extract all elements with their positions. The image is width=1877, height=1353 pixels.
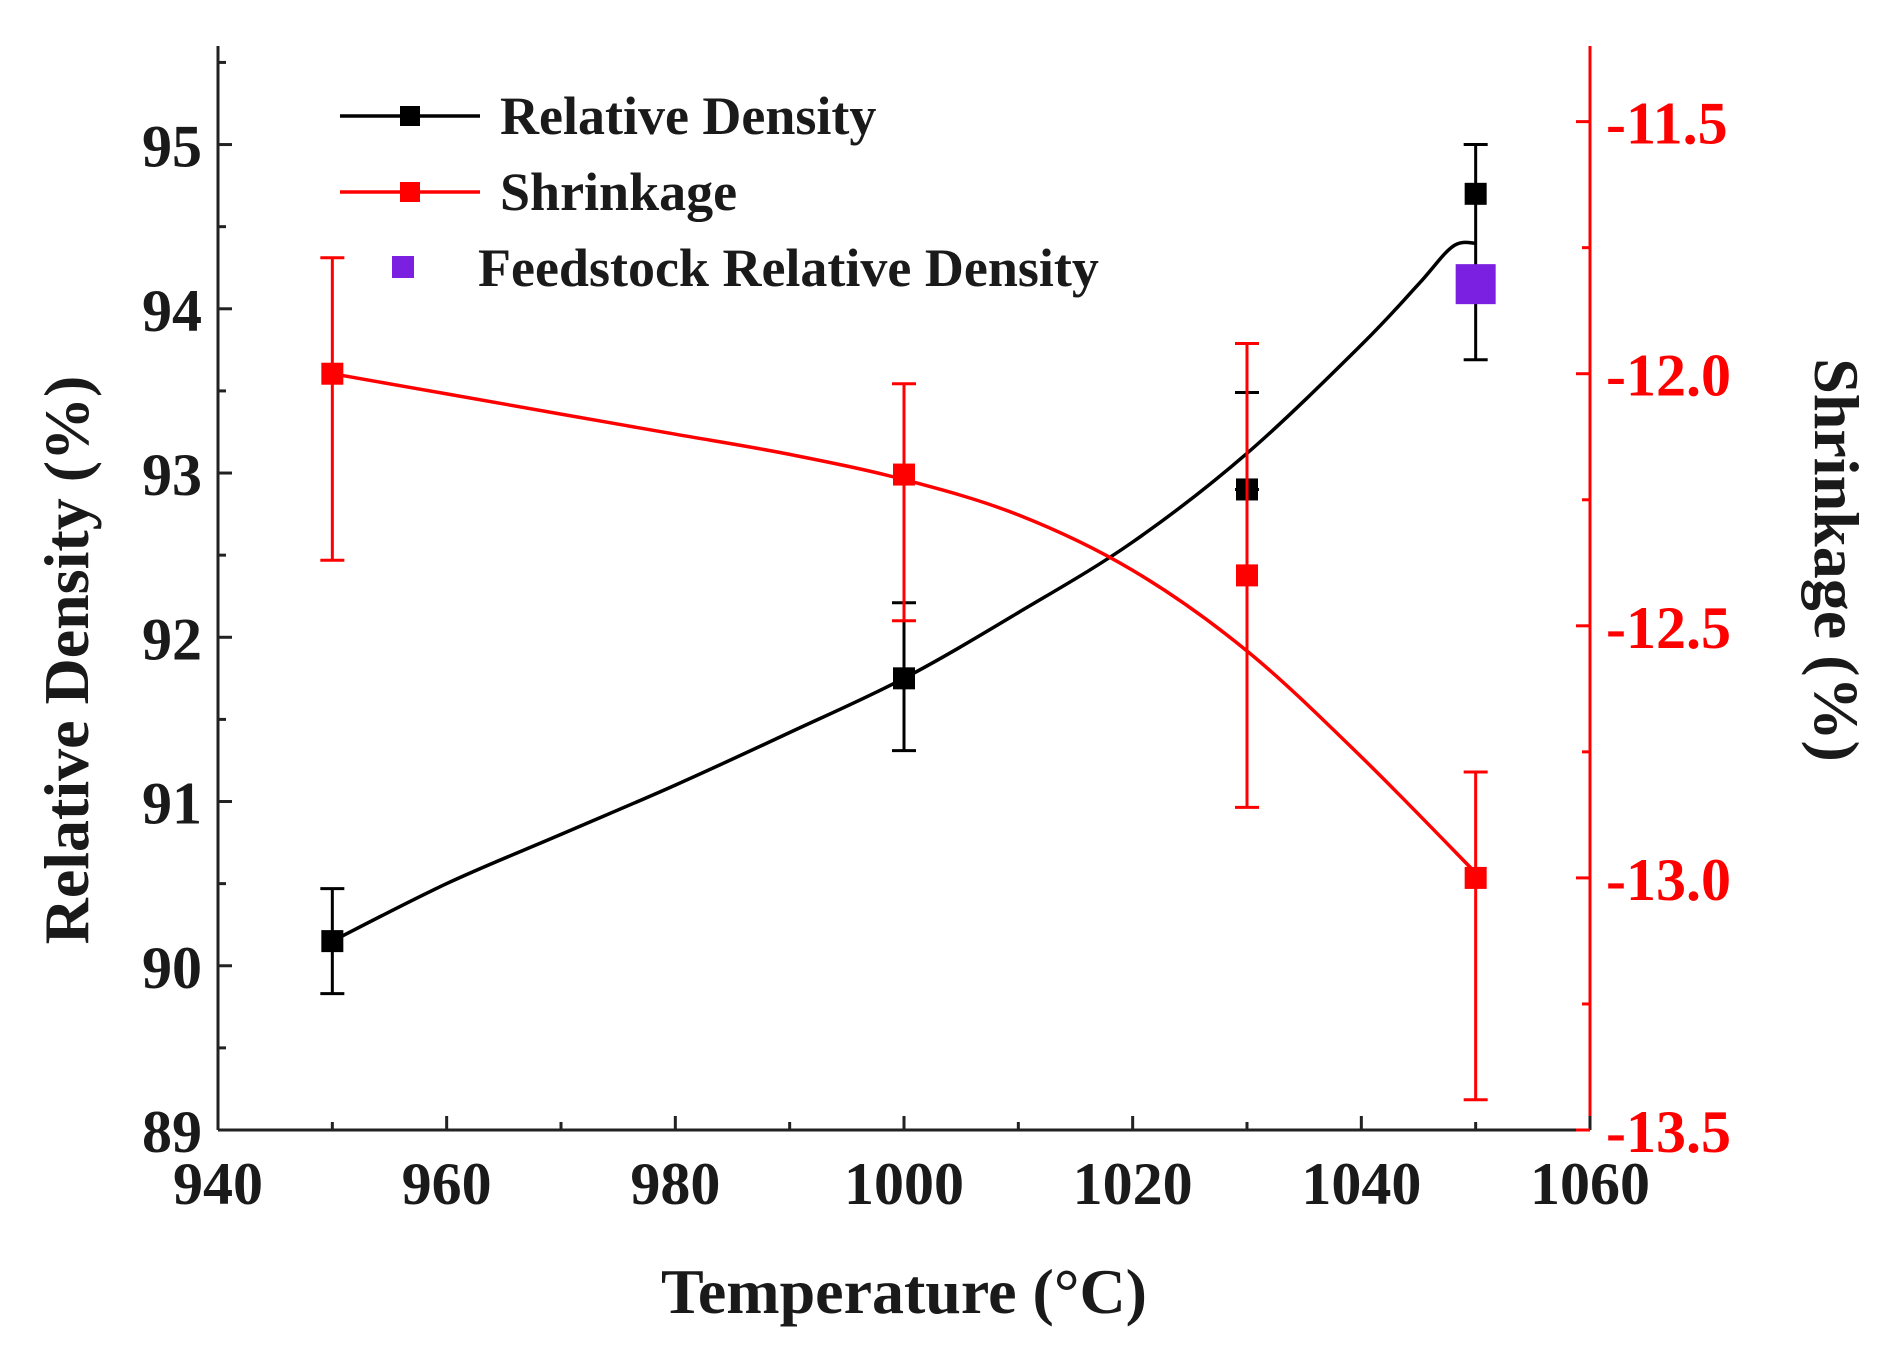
y-right-tick-label: -13.0: [1606, 847, 1731, 913]
y-left-tick-label: 93: [142, 442, 202, 508]
x-tick-label: 1020: [1073, 1151, 1193, 1217]
legend-item: Shrinkage: [340, 162, 737, 222]
x-tick-label: 940: [173, 1151, 263, 1217]
data-point: [1464, 866, 1487, 889]
x-tick-label: 1060: [1530, 1151, 1650, 1217]
legend-marker: [392, 256, 414, 278]
x-axis-title: Temperature (°C): [661, 1256, 1147, 1327]
x-tick-label: 1040: [1301, 1151, 1421, 1217]
series-line: [331, 240, 1476, 943]
data-point: [893, 667, 915, 690]
legend-label: Feedstock Relative Density: [478, 238, 1099, 298]
legend-label: Shrinkage: [500, 162, 737, 222]
y-left-tick-label: 91: [142, 771, 202, 837]
y-left-axis: 89 90 91 92 93 94 95: [142, 60, 232, 1165]
y-right-axis: -13.5 -13.0 -12.5 -12.0 -11.5: [1576, 91, 1731, 1165]
legend-marker: [400, 182, 420, 202]
y-left-tick-label: 89: [142, 1099, 202, 1165]
y-left-tick-label: 92: [142, 606, 202, 672]
data-point: [1464, 182, 1487, 205]
y-left-axis-title: Relative Density (%): [31, 376, 102, 945]
x-tick-label: 980: [630, 1151, 720, 1217]
legend-marker: [400, 106, 420, 126]
legend-label: Relative Density: [500, 86, 876, 146]
series-shrinkage: [320, 256, 1488, 1102]
data-point: [321, 930, 344, 953]
legend: Relative Density Shrinkage Feedstock Relat…: [340, 86, 1099, 298]
data-point: [1455, 264, 1496, 305]
y-right-tick-label: -12.5: [1606, 595, 1731, 661]
data-point: [893, 463, 915, 486]
series-feedstock-relative-density: [1455, 264, 1496, 305]
data-point: [1236, 564, 1258, 587]
x-tick-label: 960: [402, 1151, 492, 1217]
legend-item: Feedstock Relative Density: [392, 238, 1099, 298]
y-left-tick-label: 90: [142, 935, 202, 1001]
x-axis: 940 960 980 1000 1020 1040 1060: [173, 1116, 1650, 1217]
data-point: [321, 362, 344, 385]
series-layer: [320, 143, 1496, 1102]
x-tick-label: 1000: [844, 1151, 964, 1217]
series-line: [331, 371, 1477, 875]
y-right-tick-label: -13.5: [1606, 1099, 1731, 1165]
y-left-tick-label: 95: [142, 114, 202, 180]
y-left-tick-label: 94: [142, 278, 202, 344]
y-right-axis-title: Shrinkage (%): [1801, 358, 1872, 762]
y-right-tick-label: -11.5: [1606, 91, 1728, 157]
legend-item: Relative Density: [340, 86, 876, 146]
y-right-tick-label: -12.0: [1606, 343, 1731, 409]
